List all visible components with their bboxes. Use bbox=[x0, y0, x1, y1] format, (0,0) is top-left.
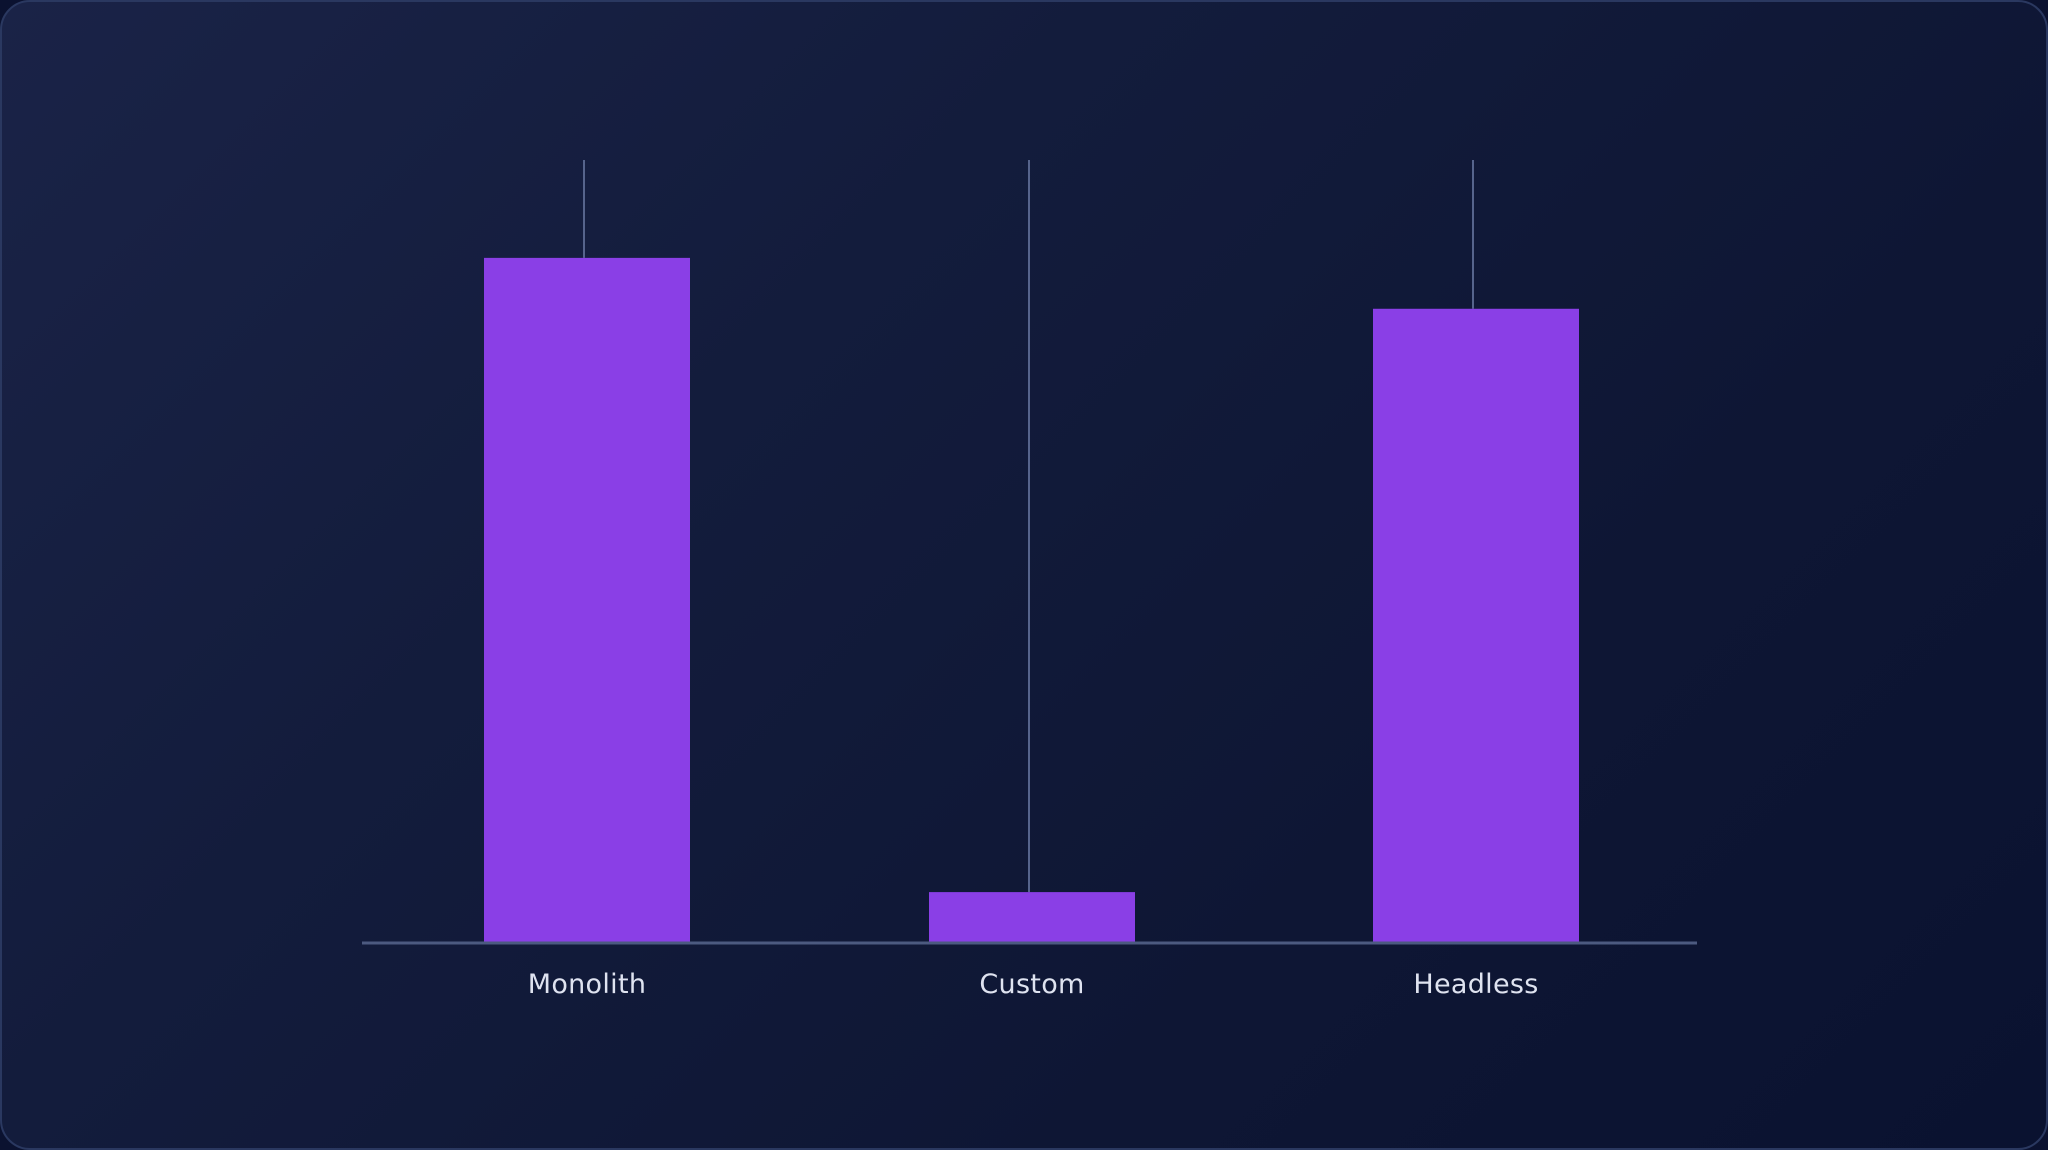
x-tick-label-monolith: Monolith bbox=[528, 969, 647, 1000]
bar-custom bbox=[929, 892, 1135, 943]
bar-headless bbox=[1373, 308, 1579, 943]
bars-group bbox=[484, 257, 1579, 943]
whiskers-group bbox=[583, 160, 1474, 893]
x-tick-label-custom: Custom bbox=[979, 969, 1084, 1000]
x-tick-label-headless: Headless bbox=[1413, 969, 1538, 1000]
x-tick-labels-group: Monolith Custom Headless bbox=[528, 969, 1539, 1000]
bar-monolith bbox=[484, 257, 690, 943]
